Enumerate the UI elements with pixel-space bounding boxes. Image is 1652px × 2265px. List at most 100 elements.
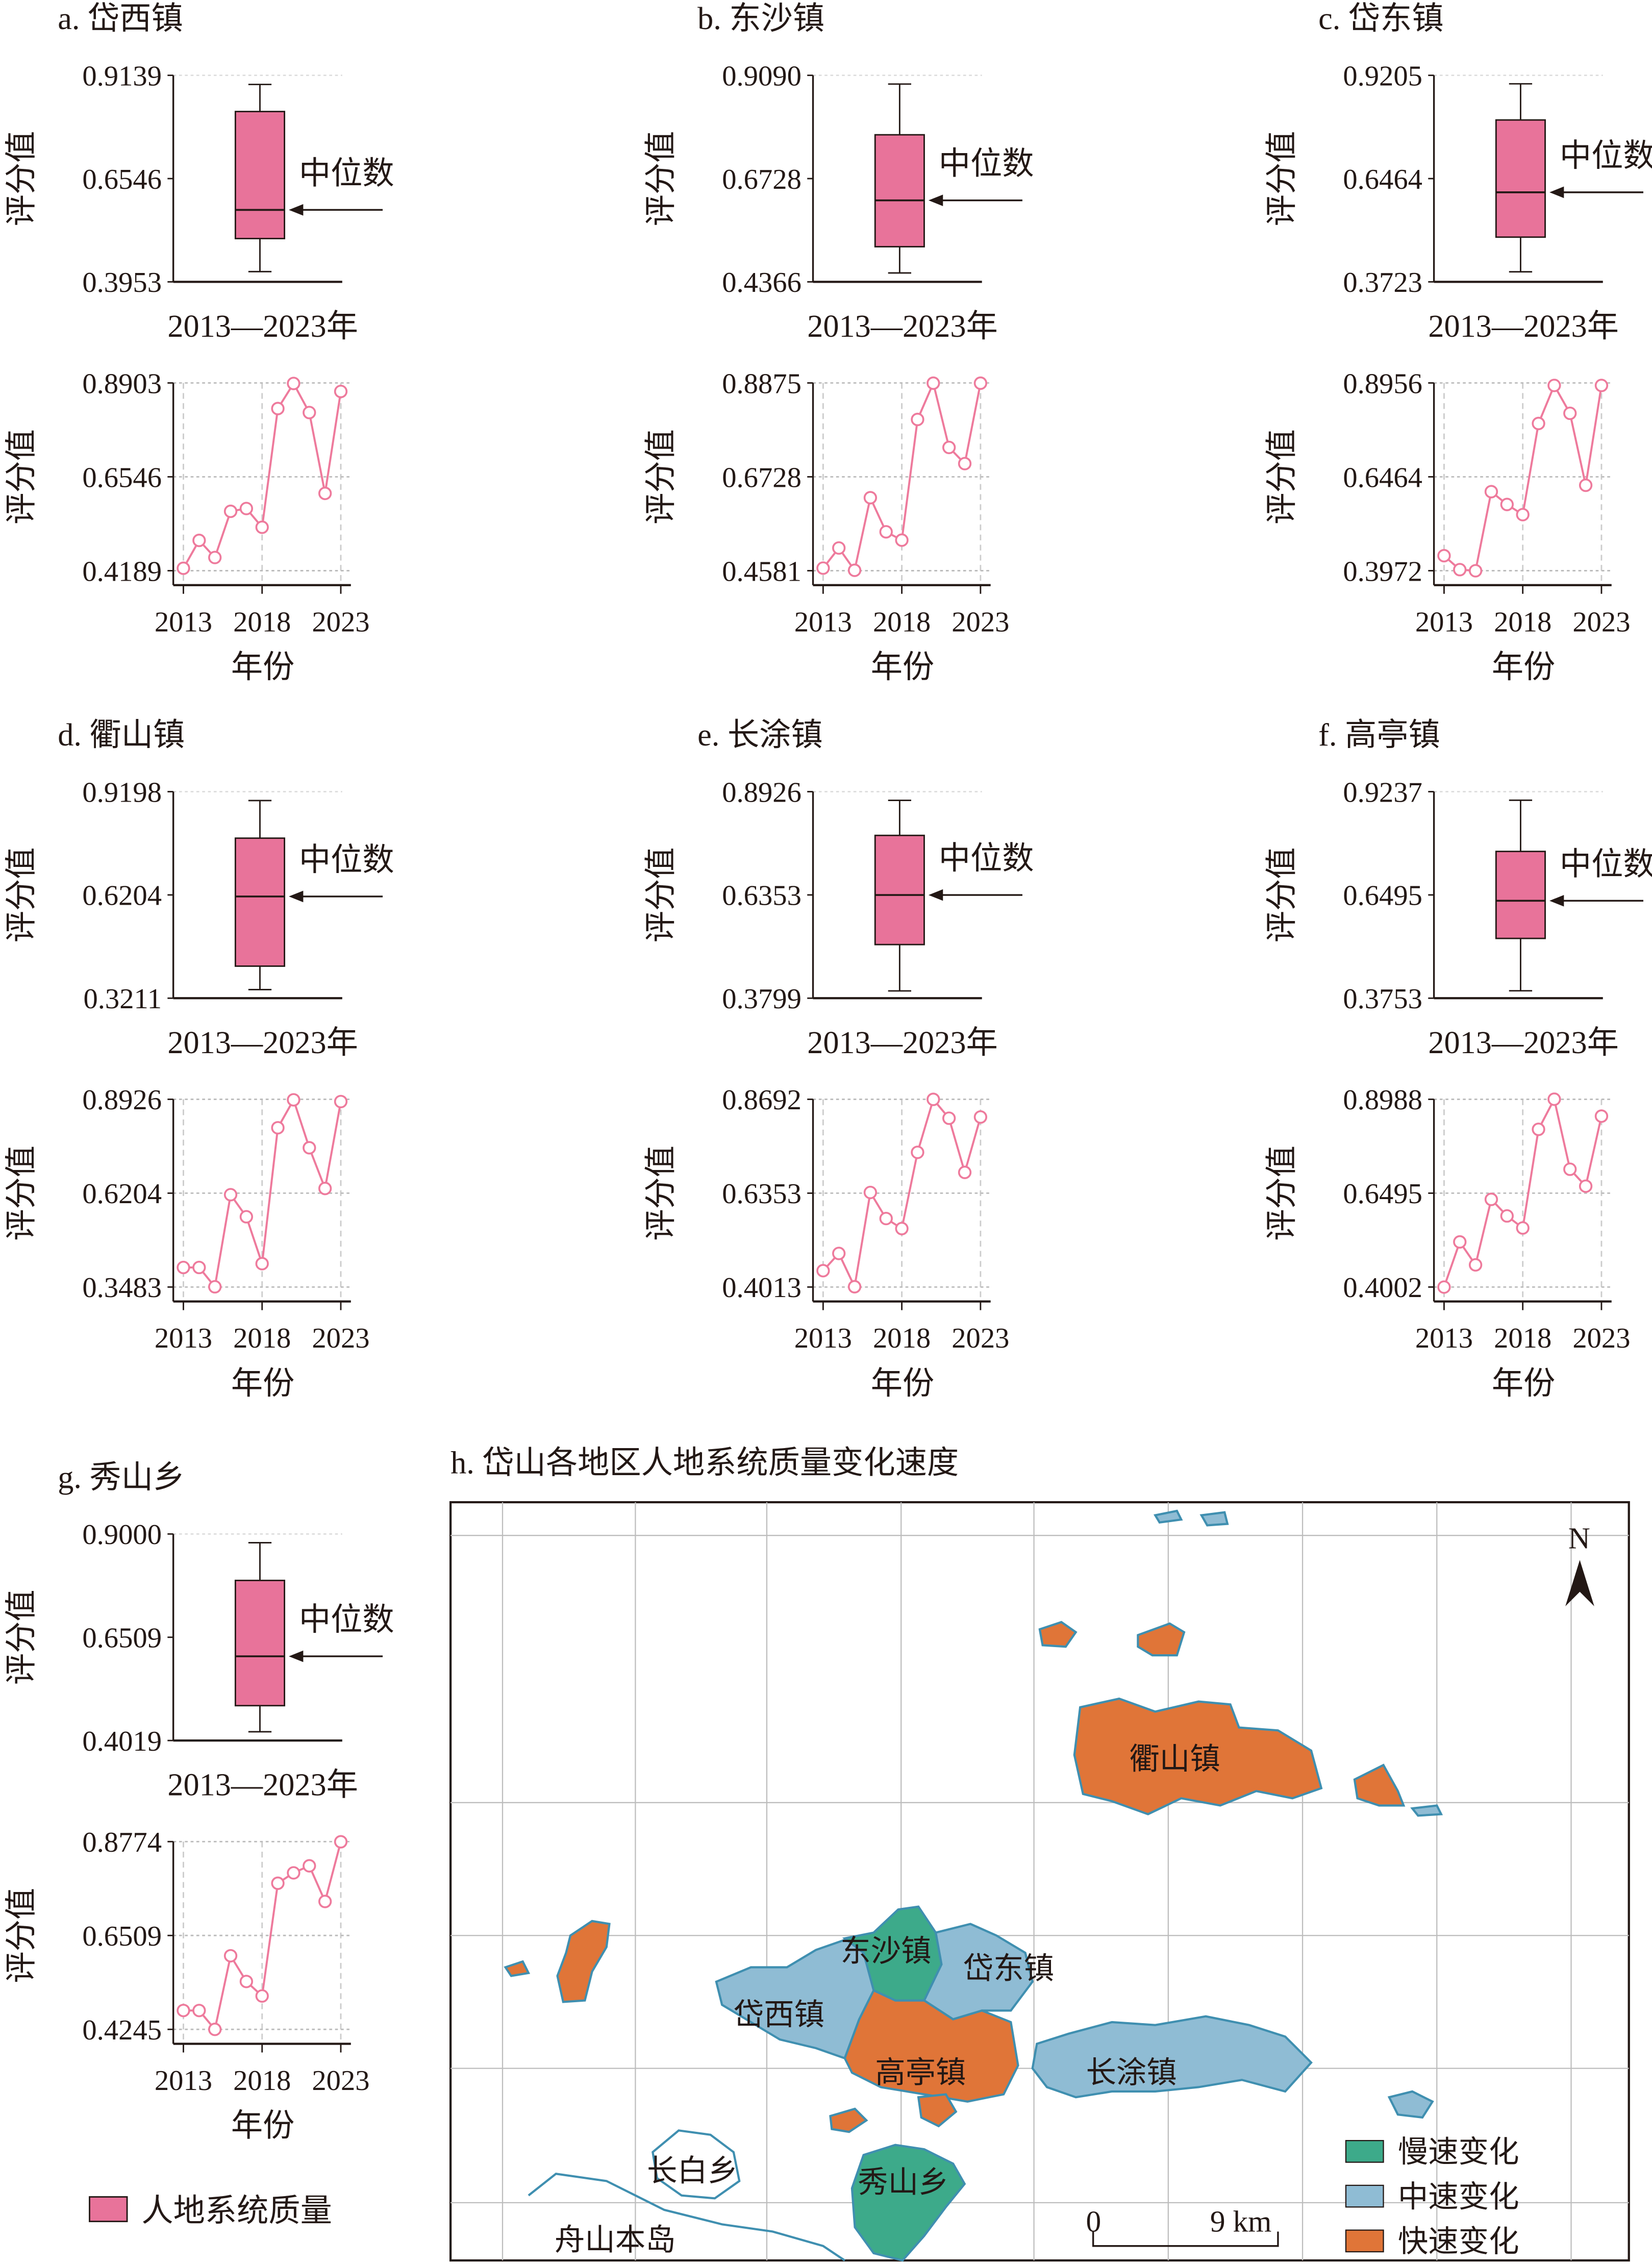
y-tick-label: 0.3953 bbox=[82, 267, 162, 298]
legend-label: 人地系统质量 bbox=[141, 2194, 332, 2229]
data-point bbox=[1563, 1162, 1577, 1176]
x-tick-label: 2013 bbox=[794, 606, 852, 638]
x-axis-label: 年份 bbox=[231, 2109, 295, 2144]
box bbox=[234, 111, 286, 239]
y-tick-label: 0.6353 bbox=[722, 880, 802, 912]
y-tick-label: 0.6204 bbox=[82, 1178, 162, 1210]
y-tick-label: 0.4581 bbox=[722, 556, 802, 587]
data-point bbox=[287, 377, 301, 390]
data-point bbox=[318, 1182, 332, 1196]
x-axis-label: 年份 bbox=[1492, 650, 1556, 685]
north-label: N bbox=[1568, 1522, 1590, 1555]
island-north-1 bbox=[1038, 1621, 1078, 1648]
box-x-label: 2013—2023年 bbox=[807, 1026, 998, 1060]
data-point bbox=[1594, 379, 1609, 392]
data-point bbox=[334, 1835, 348, 1849]
median-label: 中位数 bbox=[299, 1603, 394, 1637]
x-tick-label: 2018 bbox=[1494, 1323, 1551, 1354]
arrow-head-icon bbox=[928, 889, 943, 901]
data-point bbox=[334, 384, 348, 399]
data-point bbox=[271, 1876, 285, 1890]
data-point bbox=[271, 402, 285, 415]
panel-c: c. 岱东镇 0.3723 0.6464 0.9205 评分值 中位数 2013—2023年… bbox=[1265, 2, 1652, 685]
island-east-2 bbox=[1410, 1804, 1443, 1817]
data-point bbox=[927, 376, 940, 390]
legend-label-slow: 慢速变化 bbox=[1398, 2135, 1519, 2169]
data-point bbox=[1437, 549, 1451, 563]
y-axis-label: 评分值 bbox=[1265, 131, 1299, 227]
x-tick-label: 2023 bbox=[952, 606, 1009, 638]
y-tick-label: 0.8926 bbox=[82, 1084, 162, 1116]
x-tick-label: 2013 bbox=[794, 1323, 852, 1354]
scale-start: 0 bbox=[1086, 2204, 1101, 2238]
data-point bbox=[239, 1210, 254, 1224]
map-label-dongsha: 东沙镇 bbox=[840, 1934, 931, 1968]
y-tick-label: 0.9237 bbox=[1343, 777, 1422, 808]
y-tick-label: 0.3211 bbox=[83, 983, 162, 1015]
x-tick-label: 2018 bbox=[1494, 606, 1551, 638]
x-tick-label: 2023 bbox=[1572, 1323, 1630, 1354]
data-point bbox=[895, 533, 909, 547]
region-changtu bbox=[1031, 2015, 1313, 2099]
map-panel: h. 岱山各地区人地系统质量变化速度 bbox=[449, 1446, 1630, 2262]
y-tick-label: 0.6509 bbox=[82, 1623, 162, 1654]
y-tick-label: 0.4019 bbox=[82, 1726, 162, 1757]
x-axis-label: 年份 bbox=[231, 1366, 295, 1401]
data-point bbox=[287, 1866, 301, 1880]
data-point bbox=[1579, 478, 1593, 492]
median-label: 中位数 bbox=[939, 147, 1034, 182]
data-point bbox=[1532, 416, 1545, 431]
north-arrow: N bbox=[1565, 1522, 1594, 1606]
data-point bbox=[879, 1211, 893, 1226]
data-point bbox=[1453, 1235, 1467, 1249]
panel-e: e. 长涂镇 0.3799 0.6353 0.8926 评分值 中位数 2013—2023年… bbox=[644, 718, 1034, 1401]
box bbox=[1495, 119, 1546, 238]
data-point bbox=[192, 533, 206, 547]
panel-title: f. 高亭镇 bbox=[1318, 718, 1440, 753]
box-x-label: 2013—2023年 bbox=[167, 1768, 358, 1803]
box bbox=[234, 1579, 286, 1707]
arrow-head-icon bbox=[1549, 186, 1564, 198]
y-axis-label: 评分值 bbox=[644, 131, 679, 227]
data-point bbox=[223, 504, 238, 518]
panel-title: b. 东沙镇 bbox=[697, 2, 824, 36]
data-point bbox=[223, 1188, 238, 1202]
data-point bbox=[1468, 564, 1483, 578]
panel-title: g. 秀山乡 bbox=[58, 1460, 185, 1495]
y-tick-label: 0.3483 bbox=[82, 1272, 162, 1304]
data-point bbox=[911, 1146, 924, 1159]
arrow-head-icon bbox=[289, 204, 304, 216]
y-axis-label: 评分值 bbox=[4, 848, 39, 943]
y-tick-label: 0.4013 bbox=[722, 1272, 802, 1304]
data-point bbox=[1547, 379, 1561, 392]
y-axis-label: 评分值 bbox=[1265, 429, 1299, 525]
data-point bbox=[1516, 1221, 1530, 1235]
island-north-2 bbox=[1137, 1622, 1186, 1657]
box-x-label: 2013—2023年 bbox=[1428, 309, 1618, 344]
island-small-2 bbox=[917, 2093, 958, 2128]
x-tick-label: 2013 bbox=[1415, 606, 1473, 638]
x-tick-label: 2018 bbox=[233, 2065, 291, 2097]
data-point bbox=[318, 486, 332, 501]
scale-end: 9 km bbox=[1210, 2204, 1272, 2238]
y-tick-label: 0.4002 bbox=[1343, 1272, 1422, 1304]
map-title: h. 岱山各地区人地系统质量变化速度 bbox=[450, 1446, 959, 1480]
data-point bbox=[958, 457, 972, 470]
data-point bbox=[318, 1895, 332, 1908]
series-legend: 人地系统质量 bbox=[89, 2194, 332, 2229]
y-tick-label: 0.8875 bbox=[722, 368, 802, 400]
arrow-head-icon bbox=[289, 1650, 304, 1662]
data-point bbox=[832, 541, 846, 555]
data-point bbox=[255, 1257, 269, 1271]
data-point bbox=[973, 376, 988, 390]
y-tick-label: 0.6728 bbox=[722, 164, 802, 195]
y-tick-label: 0.6495 bbox=[1343, 1178, 1422, 1210]
data-point bbox=[1500, 1209, 1514, 1223]
legend-label-fast: 快速变化 bbox=[1398, 2225, 1519, 2258]
island-north-4 bbox=[1199, 1511, 1229, 1527]
region-daidong bbox=[922, 1923, 1034, 2021]
y-tick-label: 0.6728 bbox=[722, 462, 802, 493]
data-point bbox=[208, 2023, 222, 2036]
legend-swatch-fast bbox=[1345, 2229, 1384, 2253]
